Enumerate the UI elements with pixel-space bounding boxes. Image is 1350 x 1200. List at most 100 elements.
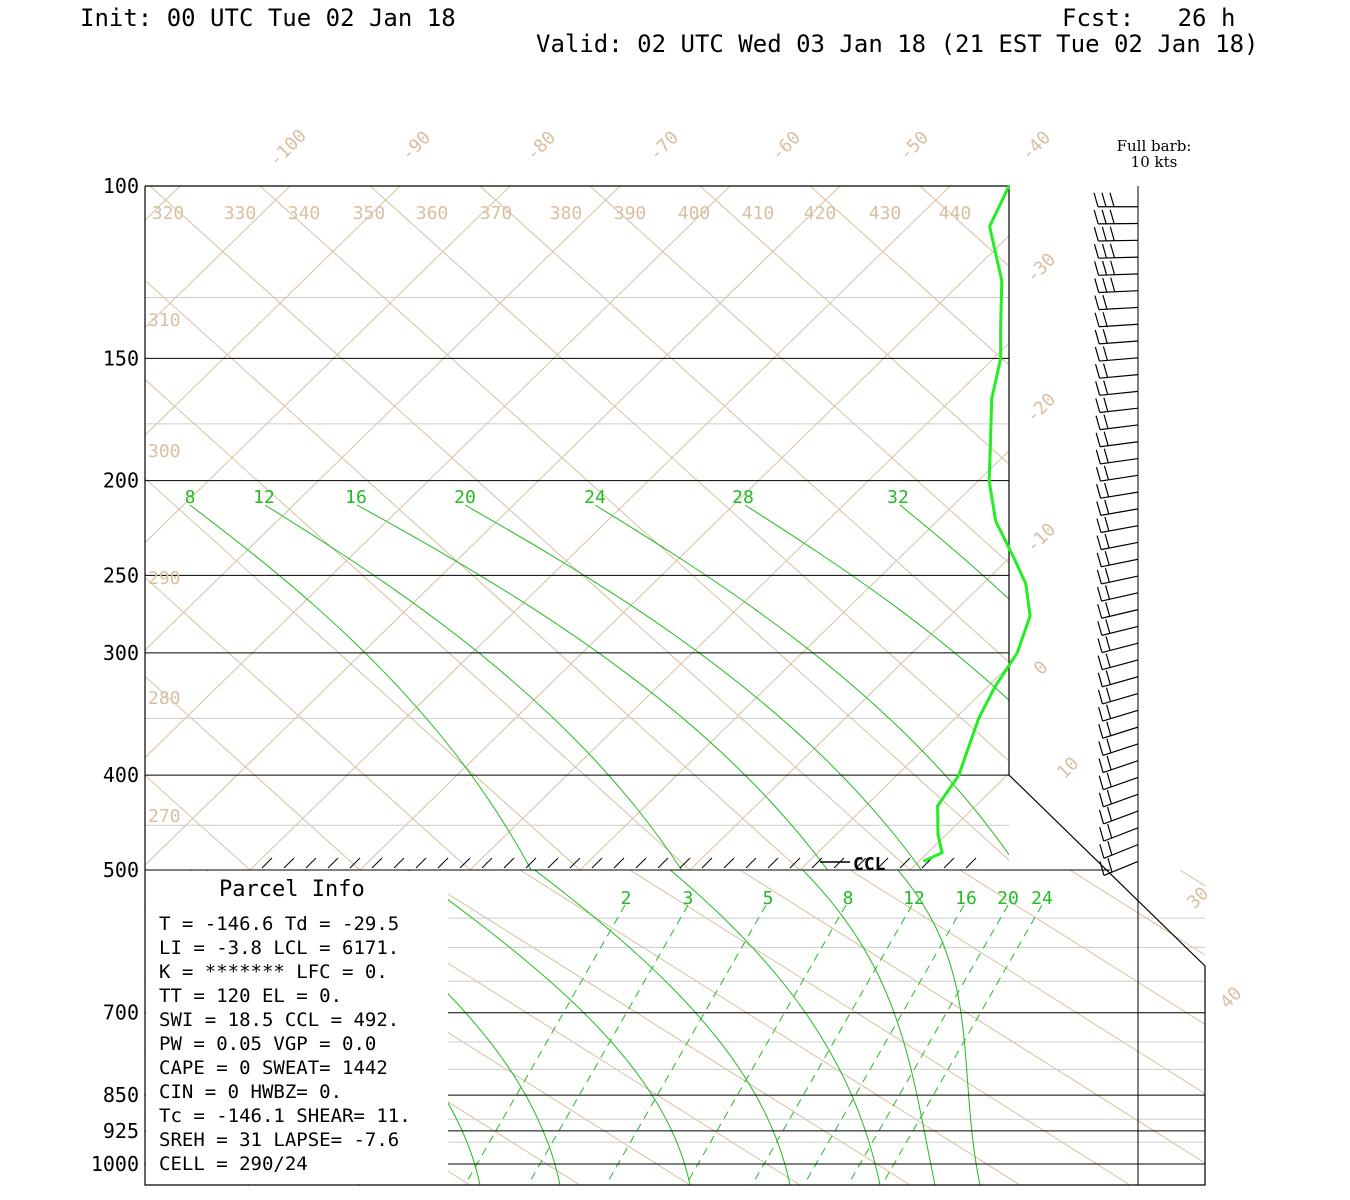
hatch-mark: [437, 857, 449, 869]
wind-barb-staff: [1101, 575, 1139, 585]
wind-barb-flag: [1097, 672, 1103, 687]
wind-barb-flag: [1095, 398, 1101, 413]
temperature-label: -70: [645, 127, 683, 165]
pressure-tick-label: 200: [103, 469, 139, 493]
adiabat-line: [145, 378, 691, 870]
isotherm-line: [145, 186, 181, 221]
wind-barb-flag: [1105, 653, 1111, 668]
wind-barb-staff: [1100, 508, 1139, 516]
wind-barb-staff: [1098, 306, 1139, 311]
wind-barb-staff: [1103, 810, 1139, 825]
wind-barb-flag: [1109, 192, 1115, 207]
theta-e-curve: [264, 504, 683, 870]
pressure-tick-label: 250: [103, 563, 139, 587]
isotherm-line: [579, 450, 1009, 870]
wind-barb-flag: [1104, 482, 1110, 498]
theta-e-label: 24: [584, 487, 606, 508]
wind-barb-staff: [1099, 323, 1139, 328]
wind-barb-flag: [1106, 755, 1112, 770]
adiabat-line: [1140, 186, 1350, 870]
wind-barb-staff: [1101, 592, 1139, 602]
temperature-label: 30: [1183, 883, 1213, 913]
theta-label: 330: [224, 203, 257, 224]
wind-barb-flag: [1102, 260, 1108, 276]
wind-barb-flag: [1094, 329, 1100, 345]
wind-barb-flag: [1098, 724, 1104, 739]
pressure-tick-label: 700: [103, 1001, 139, 1025]
temperature-label: -90: [397, 127, 435, 165]
theta-e-curve: [897, 870, 981, 1185]
wind-barb-staff: [1101, 659, 1139, 671]
theta-e-curve: [594, 504, 1009, 856]
wind-barb-flag: [1094, 364, 1101, 379]
pressure-tick-label: 925: [103, 1119, 139, 1143]
hatch-mark: [833, 857, 845, 869]
wind-barb-flag: [1103, 465, 1110, 481]
hatch-mark: [767, 857, 779, 869]
hatch-mark: [349, 857, 361, 869]
wind-barb-flag: [1098, 706, 1104, 722]
wind-barb-flag: [1105, 636, 1111, 651]
wind-barb-staff: [1101, 609, 1139, 619]
wind-barb-flag: [1103, 380, 1109, 395]
wind-barb-staff: [1102, 709, 1139, 722]
hatch-mark: [855, 857, 867, 869]
hatch-mark: [525, 857, 537, 869]
hatch-mark: [811, 857, 823, 869]
hatch-mark: [701, 857, 713, 869]
wind-barb-staff: [1102, 676, 1139, 688]
theta-label: 390: [614, 203, 647, 224]
theta-label: 300: [148, 441, 181, 462]
parcel-row-8: CIN = 0 HWBZ= 0.: [159, 1081, 342, 1103]
wind-barb-flag: [1105, 602, 1111, 617]
wind-barb-flag: [1098, 809, 1105, 825]
wind-barb-staff: [1100, 525, 1139, 534]
isotherm-line: [145, 186, 731, 759]
theta-e-curve: [899, 504, 1009, 600]
wind-barb-staff: [1098, 290, 1139, 294]
wind-barb-flag: [1093, 209, 1099, 225]
pressure-tick-label: 500: [103, 858, 139, 882]
wind-barb-flag: [1101, 243, 1108, 259]
wind-barb-flag: [1103, 448, 1109, 463]
wind-barb-flag: [1106, 789, 1112, 805]
wind-barb-flag: [1107, 857, 1113, 873]
mixing-ratio-line: [464, 904, 626, 1185]
isotherm-line: [909, 772, 1009, 870]
wind-barb-flag: [1101, 226, 1107, 242]
wind-barb-flag: [1106, 721, 1112, 736]
wind-barb-staff: [1103, 844, 1139, 859]
wind-barb-flag: [1104, 550, 1110, 566]
wind-barb-flag: [1101, 192, 1107, 207]
hatch-mark: [723, 857, 735, 869]
theta-e-label: 20: [454, 487, 476, 508]
wind-barb-flag: [1093, 226, 1099, 242]
wind-barb-staff: [1099, 407, 1139, 414]
adiabat-line: [919, 186, 1009, 267]
parcel-row-9: Tc = -146.1 SHEAR= 11.: [159, 1105, 411, 1127]
hatch-mark: [591, 857, 603, 869]
isotherm-line: [145, 186, 841, 866]
mixing-ratio-label: 20: [997, 888, 1019, 909]
wind-barb-flag: [1102, 277, 1108, 293]
parcel-row-3: K = ******* LFC = 0.: [159, 961, 388, 983]
hatch-mark: [547, 857, 559, 869]
wind-barb-staff: [1099, 357, 1139, 362]
temperature-label: -60: [767, 127, 805, 165]
adiabat-line: [739, 870, 1205, 1164]
wind-barb-staff: [1098, 273, 1139, 276]
init-time: Init: 00 UTC Tue 02 Jan 18: [80, 4, 456, 32]
theta-e-label: 12: [253, 487, 275, 508]
wind-barb-flag: [1097, 604, 1103, 619]
theta-e-curve: [356, 504, 829, 870]
mixing-ratio-label: 2: [621, 888, 632, 909]
theta-e-curve: [802, 870, 936, 1185]
adiabat-line: [629, 870, 1131, 1185]
mixing-ratio-label: 16: [955, 888, 977, 909]
mixing-ratio-line: [847, 904, 1009, 1185]
hatch-mark: [569, 857, 581, 869]
wind-barb-flag: [1107, 823, 1113, 839]
valid-time: Valid: 02 UTC Wed 03 Jan 18 (21 EST Tue …: [536, 30, 1259, 58]
wind-barb-flag: [1095, 432, 1101, 447]
